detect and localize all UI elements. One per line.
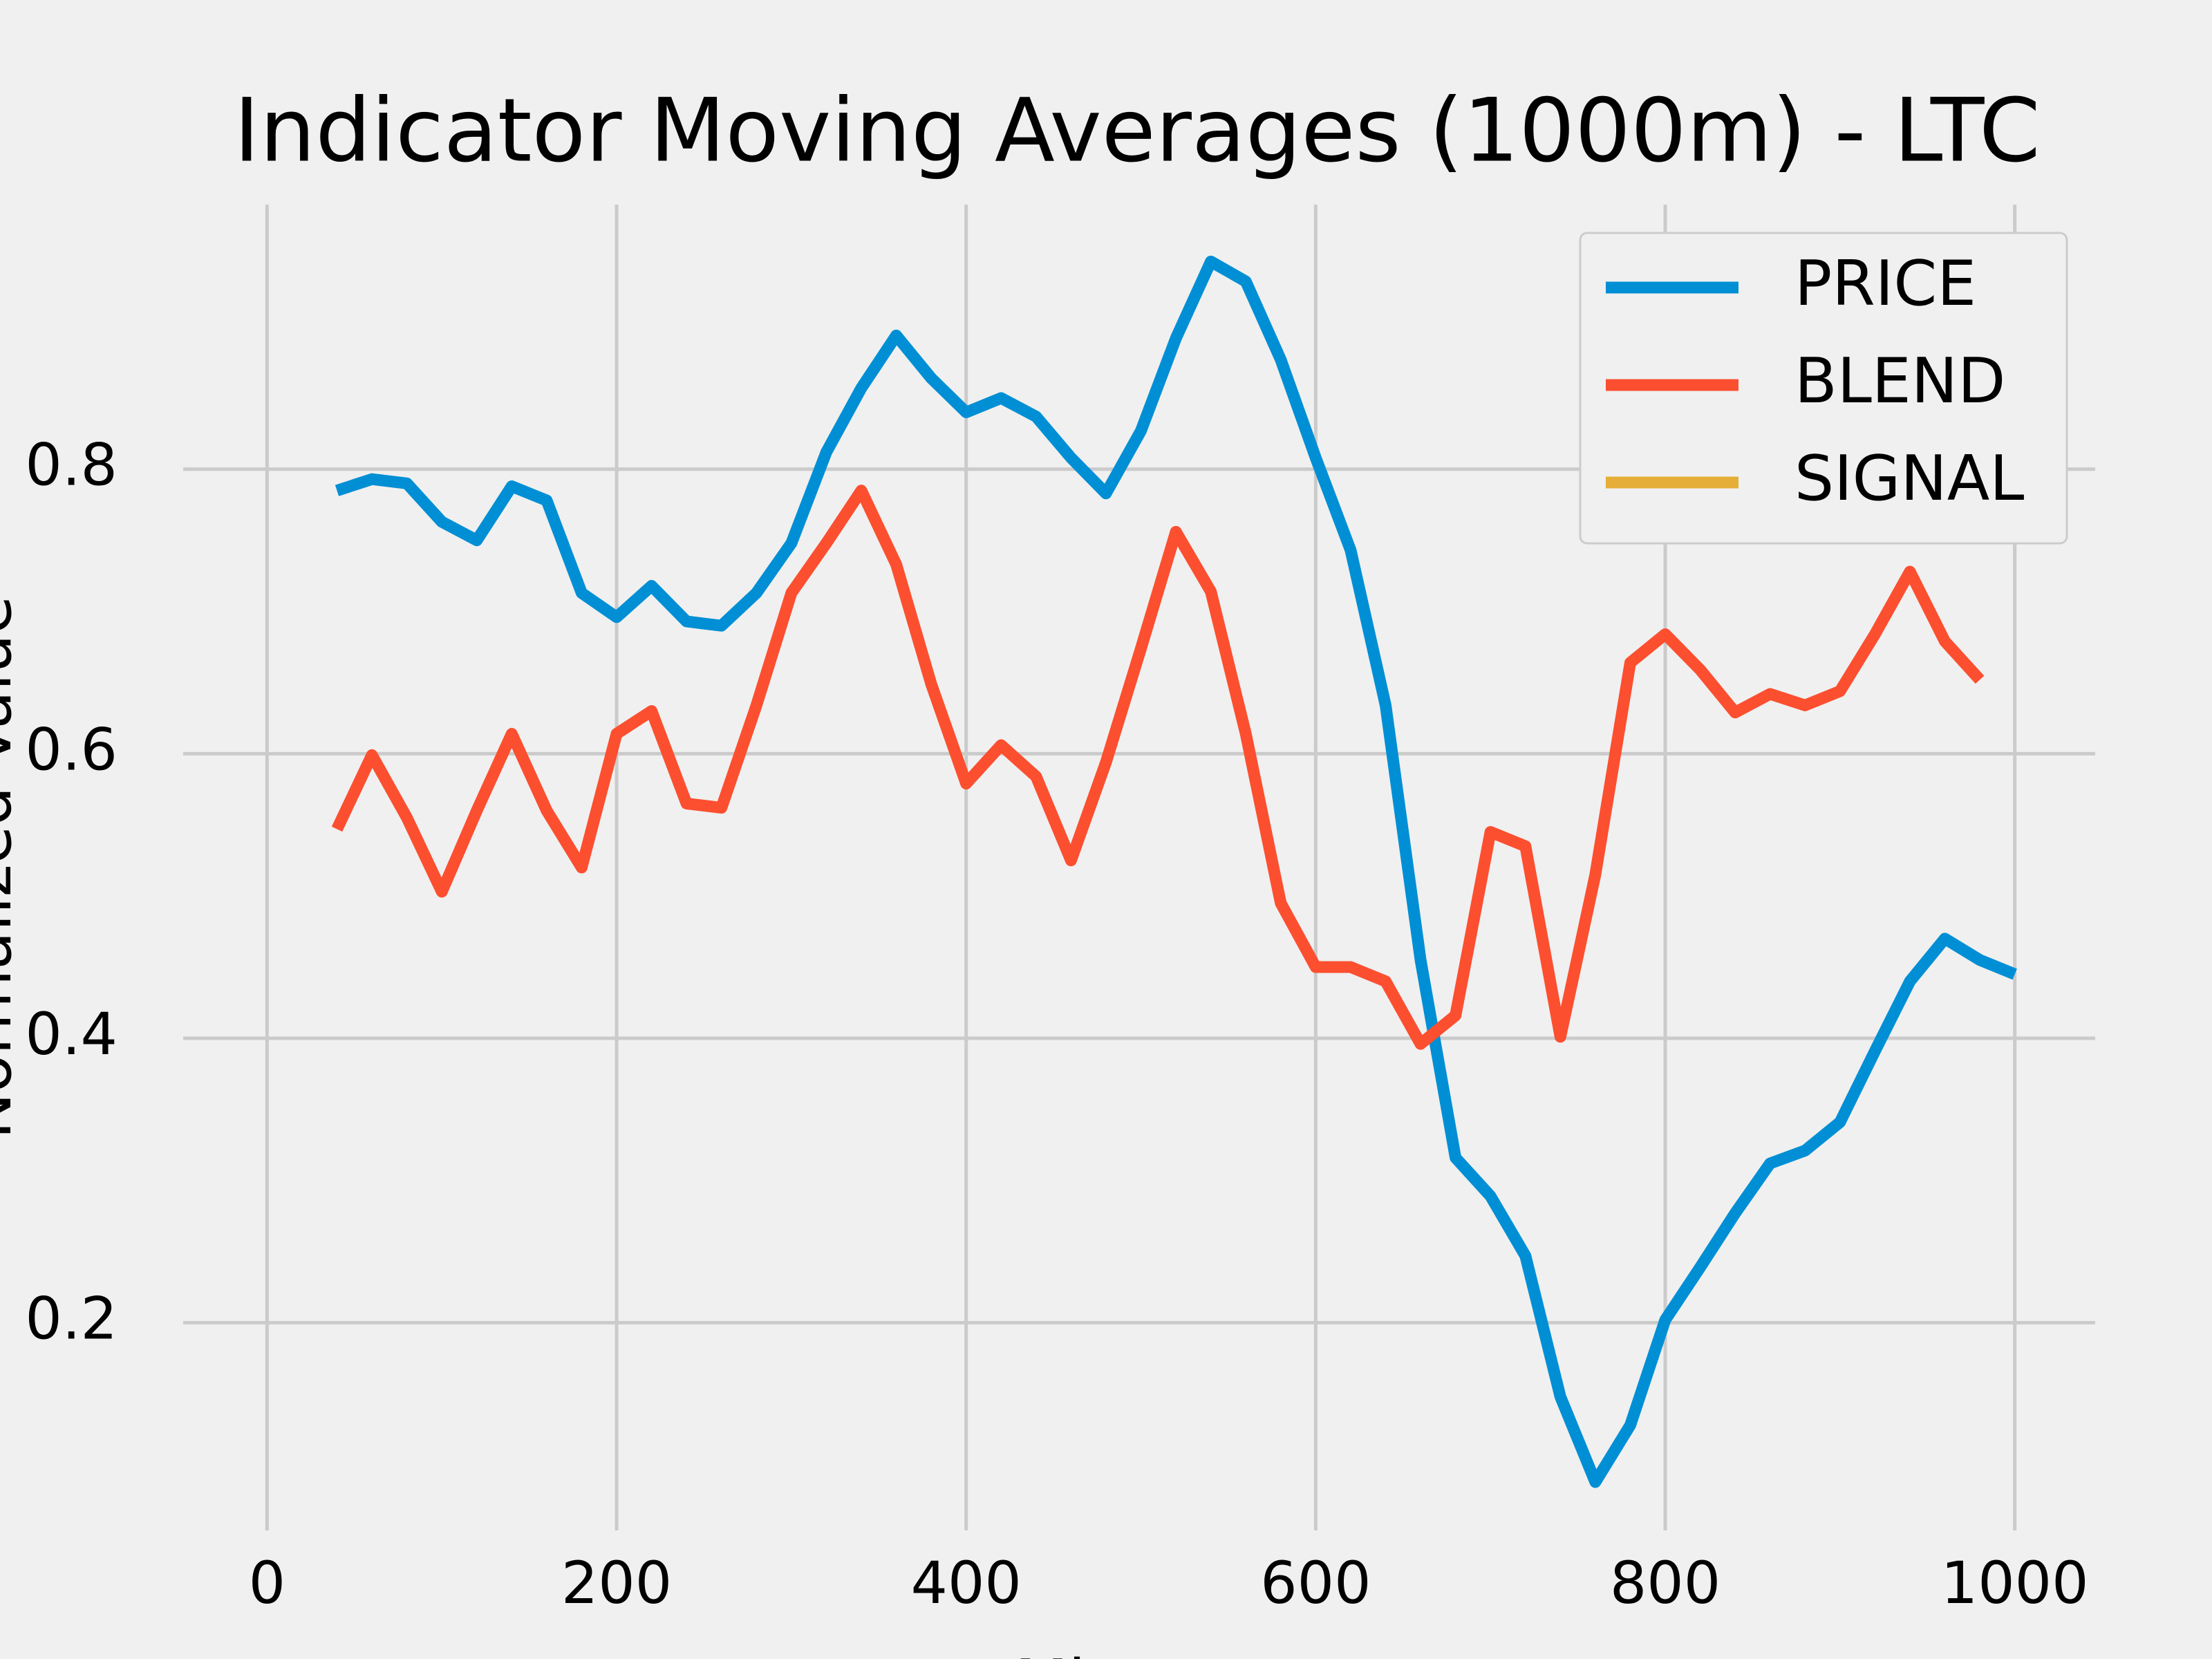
y-tick-label: 0.4: [25, 1000, 118, 1068]
x-axis-label: Minutes: [1015, 1647, 1259, 1659]
plot-lines: [331, 255, 2017, 1488]
y-tick-label: 0.2: [25, 1284, 118, 1352]
legend: PRICE BLEND SIGNAL: [1579, 232, 2068, 545]
series-line: [331, 485, 1985, 1050]
series-line: [335, 255, 2017, 1488]
x-tick-label: 600: [1260, 1549, 1371, 1617]
y-tick-label: 0.8: [25, 431, 118, 499]
x-tick-label: 800: [1610, 1549, 1721, 1617]
chart-title: Indicator Moving Averages (1000m) - LTC: [234, 79, 2040, 182]
x-tick-label: 1000: [1941, 1549, 2089, 1617]
x-tick-label: 400: [911, 1549, 1022, 1617]
x-tick-label: 0: [249, 1549, 285, 1617]
y-axis-label: Normalized Value: [0, 596, 26, 1139]
legend-label: PRICE: [1794, 247, 1976, 320]
legend-box: [1579, 232, 2068, 545]
x-tick-label: 200: [561, 1549, 672, 1617]
legend-label: BLEND: [1794, 345, 2005, 418]
legend-label: SIGNAL: [1794, 442, 2024, 515]
y-tick-label: 0.6: [25, 715, 118, 783]
